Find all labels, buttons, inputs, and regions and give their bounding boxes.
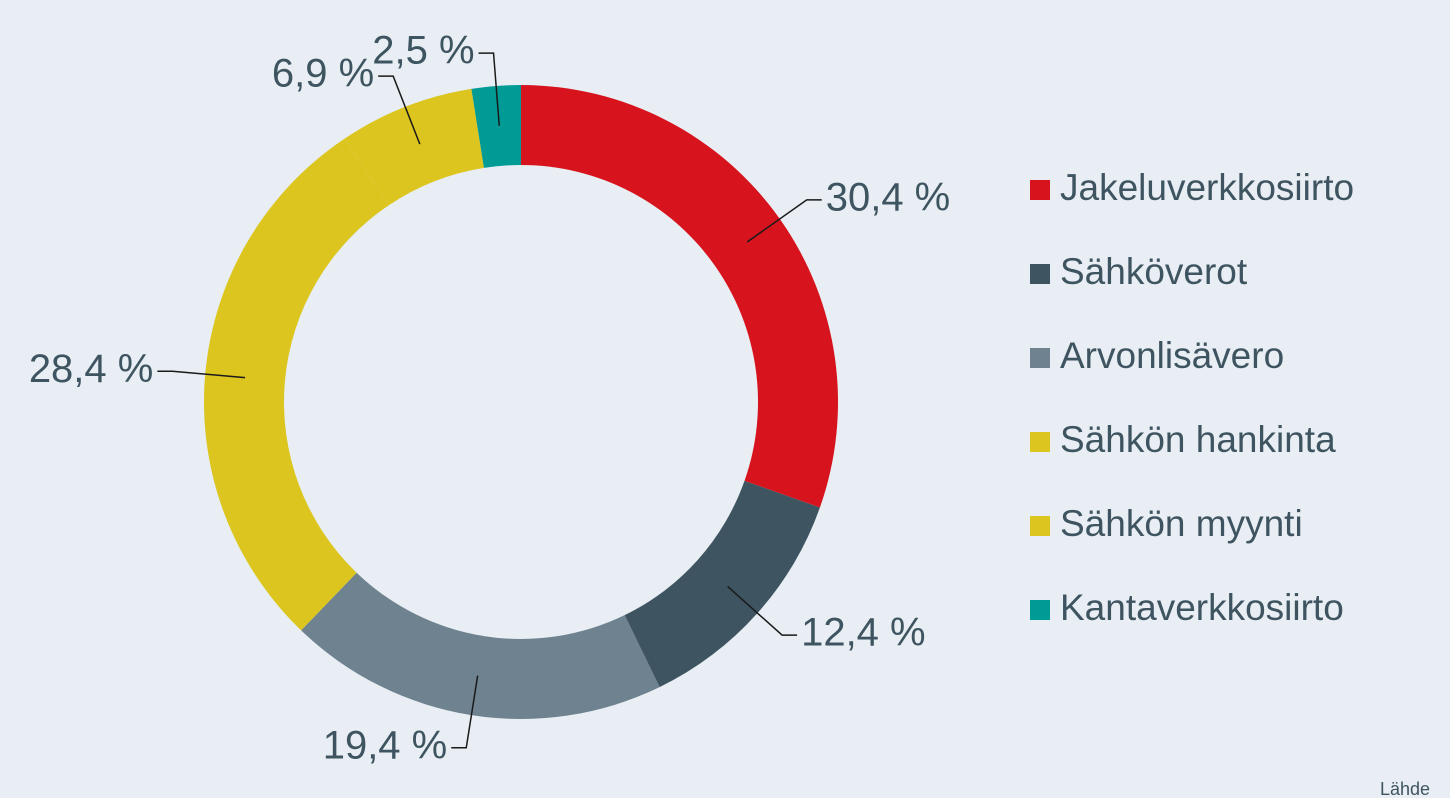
data-label: 28,4 % xyxy=(29,347,154,391)
legend-label: Sähkön myynti xyxy=(1060,503,1303,544)
legend-swatch xyxy=(1030,432,1050,452)
data-label: 6,9 % xyxy=(272,52,374,96)
data-label: 30,4 % xyxy=(826,175,951,219)
leader-line xyxy=(727,585,798,636)
data-label: 2,5 % xyxy=(372,29,474,73)
legend-label: Kantaverkkosiirto xyxy=(1060,587,1344,628)
donut-segment xyxy=(344,88,484,206)
legend-swatch xyxy=(1030,348,1050,368)
leader-line xyxy=(746,199,822,243)
legend-swatch xyxy=(1030,600,1050,620)
donut-segment xyxy=(204,138,390,631)
leader-line xyxy=(378,75,421,145)
data-label: 19,4 % xyxy=(323,723,448,767)
leader-line xyxy=(157,370,246,379)
donut-segment xyxy=(471,85,521,168)
legend-swatch xyxy=(1030,180,1050,200)
donut-segment xyxy=(301,572,660,719)
legend-swatch xyxy=(1030,264,1050,284)
legend-swatch xyxy=(1030,516,1050,536)
data-label: 12,4 % xyxy=(801,611,926,655)
donut-segment xyxy=(521,85,838,508)
legend-label: Sähköverot xyxy=(1060,251,1248,292)
source: Lähde xyxy=(1380,779,1430,798)
legend-label: Sähkön hankinta xyxy=(1060,419,1336,460)
leader-line xyxy=(451,675,479,749)
legend-label: Jakeluverkkosiirto xyxy=(1060,167,1354,208)
leader-line xyxy=(478,52,501,126)
donut-segment xyxy=(624,480,820,688)
legend-label: Arvonlisävero xyxy=(1060,335,1284,376)
